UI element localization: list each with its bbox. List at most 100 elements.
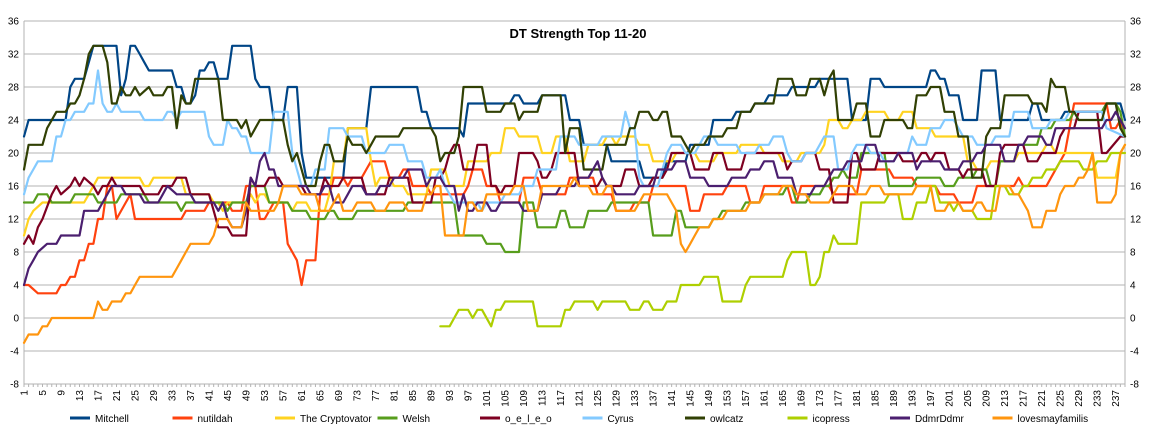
x-tick-label: 73 bbox=[353, 390, 364, 402]
y-tick-label-right: 28 bbox=[1130, 83, 1142, 94]
legend-label: DdmrDdmr bbox=[915, 414, 965, 425]
y-tick-label-right: 32 bbox=[1130, 50, 1142, 61]
x-tick-label: 57 bbox=[279, 390, 290, 402]
x-tick-label: 21 bbox=[112, 390, 123, 402]
x-tick-label: 17 bbox=[94, 390, 105, 402]
series-line-o-e-l-e-o bbox=[22, 110, 1127, 245]
x-tick-label: 169 bbox=[797, 390, 808, 407]
legend-label: lovesmayfamilis bbox=[1018, 414, 1089, 425]
legend-label: owlcatz bbox=[710, 414, 743, 425]
x-tick-label: 141 bbox=[667, 390, 678, 407]
x-tick-label: 1 bbox=[20, 390, 31, 396]
y-tick-label-right: -8 bbox=[1130, 380, 1139, 391]
x-tick-label: 117 bbox=[556, 390, 567, 406]
y-tick-label: 4 bbox=[13, 281, 19, 292]
x-tick-label: 133 bbox=[630, 390, 641, 407]
x-tick-label: 137 bbox=[649, 390, 660, 407]
series-line-owlcatz bbox=[22, 44, 1127, 188]
x-tick-label: 221 bbox=[1037, 390, 1048, 407]
y-axis-left: -8 -4 0 4 8 12 16 20 24 28 32 36 bbox=[8, 17, 20, 391]
y-tick-label-right: -4 bbox=[1130, 347, 1139, 358]
x-tick-label: 237 bbox=[1111, 390, 1122, 407]
legend-label: Cyrus bbox=[608, 414, 634, 425]
x-tick-label: 173 bbox=[815, 390, 826, 407]
y-tick-label-right: 8 bbox=[1130, 248, 1136, 259]
y-tick-label: 32 bbox=[8, 50, 20, 61]
x-tick-label: 225 bbox=[1056, 390, 1067, 407]
x-tick-label: 61 bbox=[297, 390, 308, 402]
legend-label: Mitchell bbox=[95, 414, 129, 425]
legend-label: nutildah bbox=[198, 414, 233, 425]
x-tick-label: 5 bbox=[38, 390, 49, 396]
x-tick-label: 89 bbox=[427, 390, 438, 402]
series-line-nutildah bbox=[22, 102, 1127, 295]
chart-title: DT Strength Top 11-20 bbox=[510, 26, 647, 41]
x-tick-label: 201 bbox=[945, 390, 956, 407]
series-line-lovesmayfamilis bbox=[22, 143, 1127, 344]
x-tick-label: 69 bbox=[334, 390, 345, 402]
legend: Mitchell nutildah The Cryptovator Welsh o_e_… bbox=[70, 414, 1088, 425]
legend-label: icopress bbox=[813, 414, 850, 425]
x-tick-label: 13 bbox=[75, 390, 86, 402]
y-tick-label-right: 20 bbox=[1130, 149, 1142, 160]
legend-label: o_e_l_e_o bbox=[505, 414, 552, 425]
x-tick-label: 209 bbox=[982, 390, 993, 407]
y-tick-label-right: 24 bbox=[1130, 116, 1142, 127]
y-tick-label-right: 16 bbox=[1130, 182, 1142, 193]
x-tick-label: 93 bbox=[445, 390, 456, 402]
x-tick-label: 153 bbox=[723, 390, 734, 407]
x-tick-label: 41 bbox=[205, 390, 216, 402]
x-tick-label: 189 bbox=[889, 390, 900, 407]
x-tick-label: 197 bbox=[926, 390, 937, 407]
x-tick-label: 101 bbox=[482, 390, 493, 407]
x-tick-label: 33 bbox=[168, 390, 179, 402]
x-tick-label: 109 bbox=[519, 390, 530, 407]
x-tick-label: 193 bbox=[908, 390, 919, 407]
x-tick-label: 205 bbox=[963, 390, 974, 407]
x-tick-label: 229 bbox=[1074, 390, 1085, 407]
x-tick-label: 85 bbox=[408, 390, 419, 402]
y-tick-label-right: 4 bbox=[1130, 281, 1136, 292]
legend-label: The Cryptovator bbox=[300, 414, 372, 425]
x-tick-label: 181 bbox=[852, 390, 863, 407]
x-tick-label: 113 bbox=[538, 390, 549, 406]
y-tick-label: 28 bbox=[8, 83, 20, 94]
y-tick-label: 36 bbox=[8, 17, 20, 28]
x-tick-label: 145 bbox=[686, 390, 697, 407]
series-lines bbox=[22, 44, 1127, 344]
x-tick-label: 185 bbox=[871, 390, 882, 407]
legend-label: Welsh bbox=[403, 414, 431, 425]
y-tick-label: -8 bbox=[10, 380, 19, 391]
x-tick-label: 45 bbox=[223, 390, 234, 402]
x-tick-label: 149 bbox=[704, 390, 715, 407]
y-tick-label: 20 bbox=[8, 149, 20, 160]
x-tick-label: 157 bbox=[741, 390, 752, 407]
x-tick-label: 77 bbox=[371, 390, 382, 402]
y-tick-label-right: 36 bbox=[1130, 17, 1142, 28]
x-tick-label: 81 bbox=[390, 390, 401, 402]
x-tick-label: 49 bbox=[242, 390, 253, 402]
x-axis: 1 5 9 13 17 21 25 29 33 37 41 45 49 53 57 61 65 69 73 77 81 8… bbox=[20, 384, 1126, 407]
x-tick-label: 105 bbox=[501, 390, 512, 407]
series-line-icopress bbox=[439, 151, 1127, 328]
series-line-mitchell bbox=[22, 44, 1127, 179]
y-tick-label-right: 12 bbox=[1130, 215, 1142, 226]
x-tick-label: 125 bbox=[593, 390, 604, 407]
y-tick-label: 8 bbox=[13, 248, 19, 259]
y-tick-label: 24 bbox=[8, 116, 20, 127]
y-tick-label: -4 bbox=[10, 347, 19, 358]
x-tick-label: 9 bbox=[57, 390, 68, 396]
x-tick-label: 129 bbox=[612, 390, 623, 407]
x-tick-label: 217 bbox=[1019, 390, 1030, 407]
x-tick-label: 213 bbox=[1000, 390, 1011, 407]
x-tick-label: 53 bbox=[260, 390, 271, 402]
x-tick-label: 177 bbox=[834, 390, 845, 407]
y-tick-label: 16 bbox=[8, 182, 20, 193]
x-tick-label: 165 bbox=[778, 390, 789, 407]
x-tick-label: 161 bbox=[760, 390, 771, 407]
x-tick-label: 233 bbox=[1093, 390, 1104, 407]
y-tick-label: 0 bbox=[13, 314, 19, 325]
x-tick-label: 97 bbox=[464, 390, 475, 402]
